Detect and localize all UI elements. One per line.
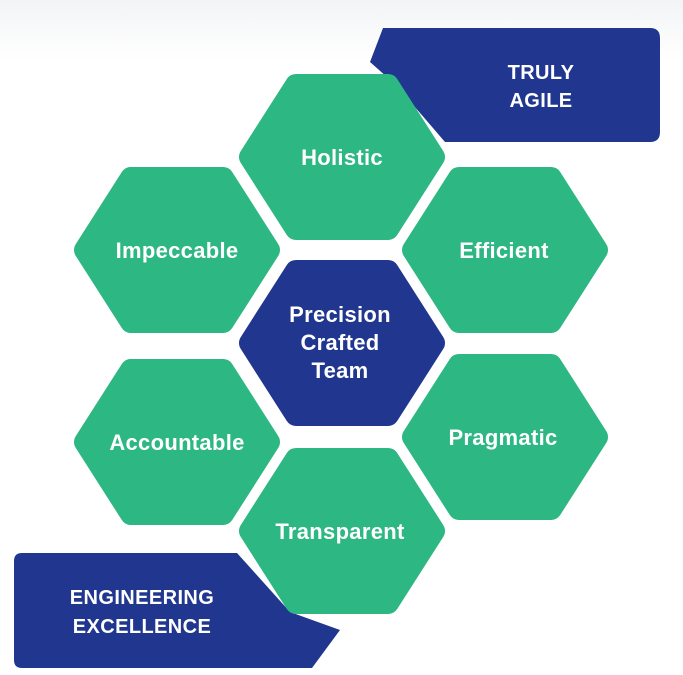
banner-engineering-excellence: ENGINEERING EXCELLENCE [14,553,340,668]
hex-center-line-3: Team [311,358,368,383]
hex-accountable-shape [74,359,280,525]
hex-holistic-shape [239,74,445,240]
hex-impeccable: Impeccable [74,167,280,333]
hex-pragmatic-shape [402,354,608,520]
banner-engineering-excellence-line-1: ENGINEERING [70,587,214,609]
hex-accountable-label: Accountable [109,430,244,455]
hex-center-line-1: Precision [289,302,391,327]
banner-engineering-excellence-shape [14,553,340,668]
hex-holistic-label: Holistic [301,145,383,170]
hex-center: Precision Crafted Team [239,260,445,426]
hex-transparent-label: Transparent [275,519,405,544]
hex-center-shape [239,260,445,426]
hex-holistic: Holistic [239,74,445,240]
banner-truly-agile: TRULY AGILE [370,28,660,142]
hex-efficient-shape [402,167,608,333]
hex-impeccable-shape [74,167,280,333]
banner-truly-agile-line-1: TRULY [508,62,575,84]
hex-transparent-shape [239,448,445,614]
hex-pragmatic: Pragmatic [402,354,608,520]
banner-truly-agile-line-2: AGILE [509,90,572,112]
hex-center-line-2: Crafted [300,330,379,355]
banner-truly-agile-shape [370,28,660,142]
hex-pragmatic-label: Pragmatic [448,425,557,450]
hex-efficient: Efficient [402,167,608,333]
hex-efficient-label: Efficient [459,238,549,263]
hex-accountable: Accountable [74,359,280,525]
banner-engineering-excellence-line-2: EXCELLENCE [73,616,211,638]
hex-transparent: Transparent [239,448,445,614]
hex-impeccable-label: Impeccable [116,238,239,263]
